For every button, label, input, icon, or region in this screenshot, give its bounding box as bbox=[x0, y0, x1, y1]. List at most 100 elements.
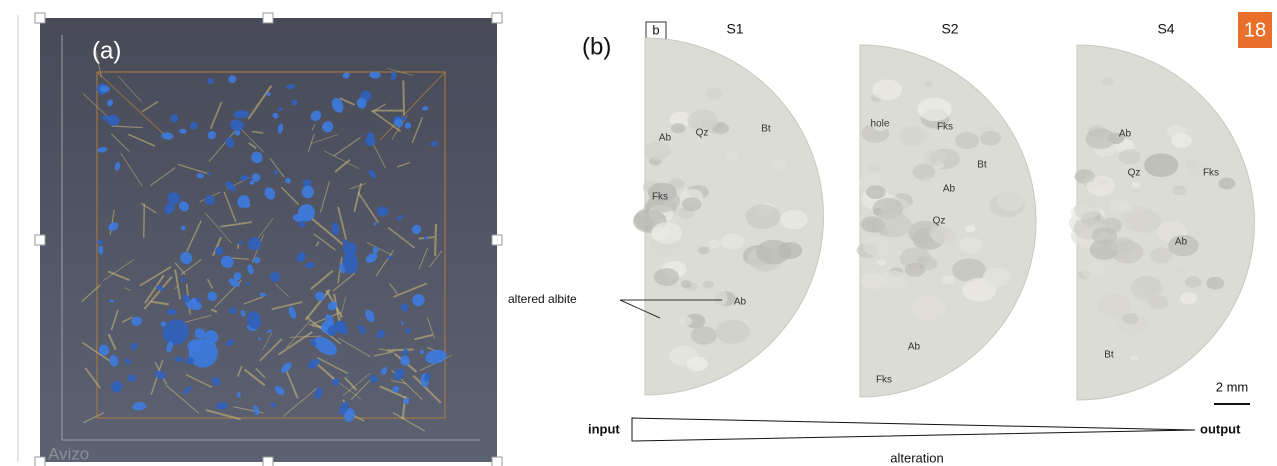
crystal bbox=[644, 141, 672, 161]
grain bbox=[216, 402, 228, 410]
mineral-label: Ab bbox=[1119, 129, 1132, 140]
crystal bbox=[715, 319, 750, 344]
grain bbox=[298, 220, 306, 228]
mineral-label: Qz bbox=[696, 128, 709, 139]
render-background bbox=[40, 18, 497, 462]
crystal bbox=[1126, 210, 1153, 230]
grain bbox=[131, 316, 143, 326]
crystal bbox=[1073, 201, 1100, 220]
crystal bbox=[1144, 153, 1179, 178]
grain bbox=[178, 201, 190, 212]
grain bbox=[251, 151, 263, 164]
crystal bbox=[712, 122, 730, 135]
crystal bbox=[865, 218, 886, 233]
fibre bbox=[277, 331, 313, 356]
grain bbox=[170, 114, 179, 123]
resize-handle[interactable] bbox=[491, 234, 503, 246]
crystal bbox=[1175, 266, 1187, 275]
grain bbox=[404, 327, 411, 334]
fibre bbox=[338, 296, 347, 325]
grain bbox=[233, 272, 242, 281]
fibre bbox=[324, 150, 359, 169]
mineral-label: Qz bbox=[933, 216, 946, 227]
crystal bbox=[1122, 205, 1133, 213]
grain bbox=[247, 264, 254, 275]
fibre bbox=[120, 153, 143, 187]
fibre bbox=[393, 282, 428, 298]
resize-handle[interactable] bbox=[262, 12, 274, 24]
grain bbox=[376, 206, 389, 217]
fibre bbox=[434, 223, 438, 256]
grain bbox=[342, 239, 348, 244]
pore-render bbox=[81, 48, 453, 432]
fibre bbox=[259, 338, 283, 362]
fibre bbox=[124, 287, 132, 291]
crystal bbox=[872, 120, 888, 132]
fibre bbox=[262, 332, 273, 351]
grain bbox=[206, 172, 211, 176]
grain bbox=[124, 358, 131, 365]
grain bbox=[99, 85, 111, 93]
grain bbox=[327, 301, 338, 311]
crystal bbox=[917, 97, 952, 122]
fibre bbox=[255, 367, 266, 379]
grain bbox=[240, 309, 246, 317]
resize-handle[interactable] bbox=[262, 456, 274, 466]
mineral-label: Bt bbox=[977, 160, 987, 171]
mineral-label: Ab bbox=[734, 297, 747, 308]
fibre bbox=[378, 348, 392, 353]
grain bbox=[240, 175, 249, 181]
grain bbox=[97, 146, 108, 153]
resize-handle[interactable] bbox=[34, 456, 46, 466]
selection-handles[interactable] bbox=[34, 12, 503, 466]
crystal bbox=[702, 280, 714, 289]
sample-title: S4 bbox=[1157, 21, 1174, 37]
resize-handle[interactable] bbox=[34, 12, 46, 24]
fibre bbox=[251, 130, 264, 134]
crystal bbox=[1097, 293, 1131, 318]
crystal bbox=[922, 176, 932, 183]
grain bbox=[358, 324, 366, 335]
grain bbox=[130, 342, 138, 351]
grain bbox=[402, 348, 409, 356]
resize-handle[interactable] bbox=[491, 456, 503, 466]
fibre bbox=[186, 220, 202, 252]
grain bbox=[273, 170, 278, 175]
crystal bbox=[876, 212, 912, 238]
grain bbox=[109, 299, 115, 303]
grain bbox=[400, 303, 409, 312]
grain bbox=[381, 367, 388, 376]
grain bbox=[253, 405, 260, 415]
fibre bbox=[111, 125, 143, 129]
scale-label: 2 mm bbox=[1216, 379, 1249, 394]
fibre bbox=[310, 270, 334, 290]
grain bbox=[331, 222, 339, 236]
grain bbox=[365, 252, 378, 263]
fibre bbox=[243, 368, 266, 387]
fibre bbox=[81, 284, 102, 303]
grain bbox=[397, 214, 403, 221]
fibre bbox=[231, 257, 249, 260]
fibre bbox=[342, 373, 371, 396]
fibre bbox=[402, 80, 406, 116]
resize-handle[interactable] bbox=[34, 234, 46, 246]
fibre bbox=[271, 301, 303, 311]
fibre bbox=[280, 186, 300, 206]
resize-handle[interactable] bbox=[491, 12, 503, 24]
fibre bbox=[127, 133, 156, 147]
grain bbox=[392, 385, 400, 393]
fibre bbox=[247, 85, 273, 120]
crystal bbox=[692, 285, 728, 311]
mineral-label: Fks bbox=[876, 375, 892, 386]
crystal bbox=[1099, 178, 1110, 186]
grain bbox=[299, 252, 305, 262]
crystal bbox=[1206, 276, 1225, 290]
mineral-label: Fks bbox=[937, 122, 953, 133]
crystal bbox=[780, 209, 808, 230]
grain bbox=[154, 370, 166, 380]
grain bbox=[107, 99, 114, 107]
grain bbox=[183, 294, 191, 303]
fibre bbox=[220, 221, 252, 228]
